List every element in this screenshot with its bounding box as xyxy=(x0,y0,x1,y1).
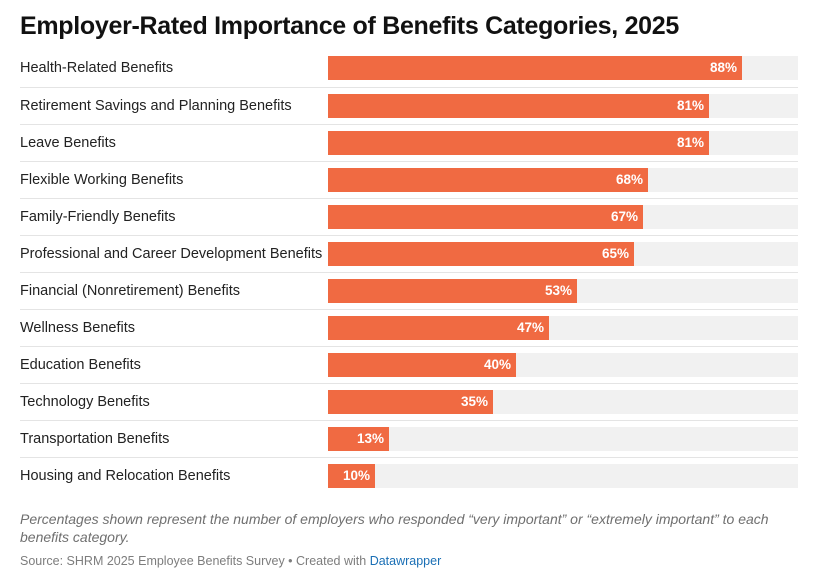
category-label: Professional and Career Development Bene… xyxy=(20,246,323,262)
bar-row: Financial (Nonretirement) Benefits 53% xyxy=(20,272,798,310)
datawrapper-link[interactable]: Datawrapper xyxy=(369,554,442,568)
bar-track: 88% xyxy=(328,56,798,80)
bar-track: 10% xyxy=(328,464,798,488)
bar-row: Education Benefits 40% xyxy=(20,346,798,384)
bar: 81% xyxy=(328,94,709,118)
bar-row: Professional and Career Development Bene… xyxy=(20,235,798,273)
bar-row: Housing and Relocation Benefits 10% xyxy=(20,457,798,495)
category-label: Flexible Working Benefits xyxy=(20,172,184,188)
category-label: Transportation Benefits xyxy=(20,431,170,447)
category-label: Retirement Savings and Planning Benefits xyxy=(20,98,292,114)
bar-row: Wellness Benefits 47% xyxy=(20,309,798,347)
bar-track: 40% xyxy=(328,353,798,377)
value-label: 81% xyxy=(676,135,704,150)
chart-note: Percentages shown represent the number o… xyxy=(20,511,769,545)
bar-track: 68% xyxy=(328,168,798,192)
value-label: 68% xyxy=(615,172,643,187)
bar: 40% xyxy=(328,353,516,377)
bar: 53% xyxy=(328,279,577,303)
value-label: 88% xyxy=(709,60,737,75)
bar-track: 13% xyxy=(328,427,798,451)
category-label: Health-Related Benefits xyxy=(20,60,174,76)
bar-row: Transportation Benefits 13% xyxy=(20,420,798,458)
bar-track: 47% xyxy=(328,316,798,340)
value-label: 10% xyxy=(342,468,370,483)
chart-source: Source: SHRM 2025 Employee Benefits Surv… xyxy=(20,554,441,568)
bar-row: Leave Benefits 81% xyxy=(20,124,798,162)
bar-row: Technology Benefits 35% xyxy=(20,383,798,421)
category-label: Family-Friendly Benefits xyxy=(20,209,176,225)
bar-row: Retirement Savings and Planning Benefits… xyxy=(20,87,798,125)
bar-chart: Health-Related Benefits 88% Retirement Sav… xyxy=(0,50,814,494)
bar: 35% xyxy=(328,390,493,414)
category-label: Leave Benefits xyxy=(20,135,116,151)
bar-track: 81% xyxy=(328,131,798,155)
bar-row: Flexible Working Benefits 68% xyxy=(20,161,798,199)
bar-track: 65% xyxy=(328,242,798,266)
bar: 13% xyxy=(328,427,389,451)
value-label: 13% xyxy=(356,431,384,446)
source-text: Source: SHRM 2025 Employee Benefits Surv… xyxy=(20,554,370,568)
bar: 67% xyxy=(328,205,643,229)
bar: 65% xyxy=(328,242,634,266)
value-label: 40% xyxy=(483,357,511,372)
bar-track: 35% xyxy=(328,390,798,414)
bar: 68% xyxy=(328,168,648,192)
bar: 88% xyxy=(328,56,742,80)
chart-title: Employer-Rated Importance of Benefits Ca… xyxy=(20,12,679,40)
category-label: Housing and Relocation Benefits xyxy=(20,468,231,484)
bar-track: 81% xyxy=(328,94,798,118)
value-label: 67% xyxy=(610,209,638,224)
category-label: Wellness Benefits xyxy=(20,320,135,336)
bar-row: Health-Related Benefits 88% xyxy=(20,50,798,87)
value-label: 53% xyxy=(544,283,572,298)
bar: 10% xyxy=(328,464,375,488)
bar: 47% xyxy=(328,316,549,340)
category-label: Technology Benefits xyxy=(20,394,150,410)
value-label: 81% xyxy=(676,98,704,113)
bar-track: 67% xyxy=(328,205,798,229)
bar-track: 53% xyxy=(328,279,798,303)
bar-row: Family-Friendly Benefits 67% xyxy=(20,198,798,236)
category-label: Education Benefits xyxy=(20,357,141,373)
value-label: 47% xyxy=(516,320,544,335)
category-label: Financial (Nonretirement) Benefits xyxy=(20,283,241,299)
bar: 81% xyxy=(328,131,709,155)
value-label: 35% xyxy=(460,394,488,409)
value-label: 65% xyxy=(601,246,629,261)
